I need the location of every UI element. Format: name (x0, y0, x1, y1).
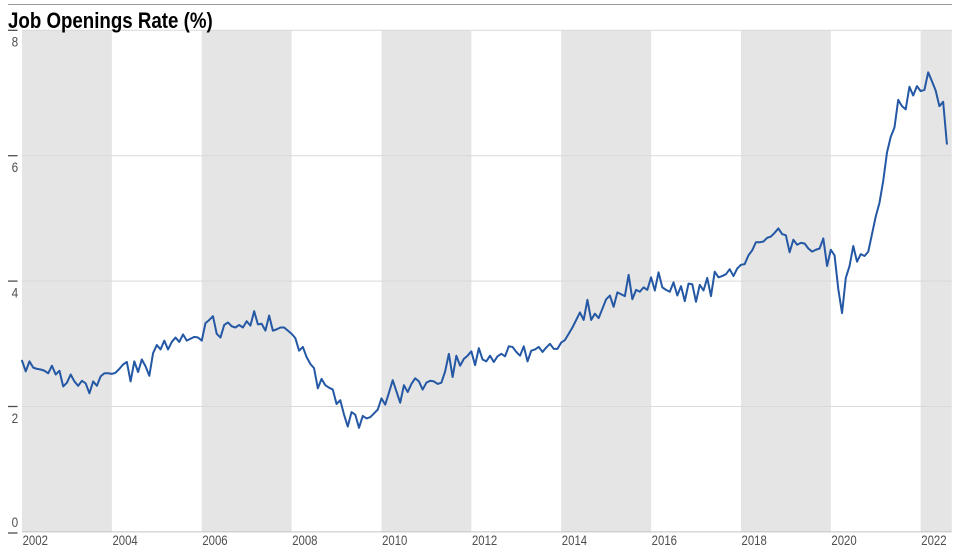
svg-text:2020: 2020 (831, 532, 856, 548)
svg-text:8: 8 (12, 34, 19, 50)
svg-text:2014: 2014 (562, 532, 587, 548)
svg-text:0: 0 (12, 514, 19, 530)
svg-text:2018: 2018 (742, 532, 767, 548)
svg-text:2006: 2006 (202, 532, 227, 548)
svg-text:2002: 2002 (23, 532, 48, 548)
svg-text:2004: 2004 (112, 532, 137, 548)
svg-text:6: 6 (12, 159, 19, 175)
svg-text:2008: 2008 (292, 532, 317, 548)
svg-text:2012: 2012 (472, 532, 497, 548)
svg-text:2016: 2016 (652, 532, 677, 548)
svg-text:2: 2 (12, 410, 19, 426)
svg-text:2022: 2022 (921, 532, 946, 548)
svg-text:4: 4 (12, 285, 19, 301)
svg-text:2010: 2010 (382, 532, 407, 548)
